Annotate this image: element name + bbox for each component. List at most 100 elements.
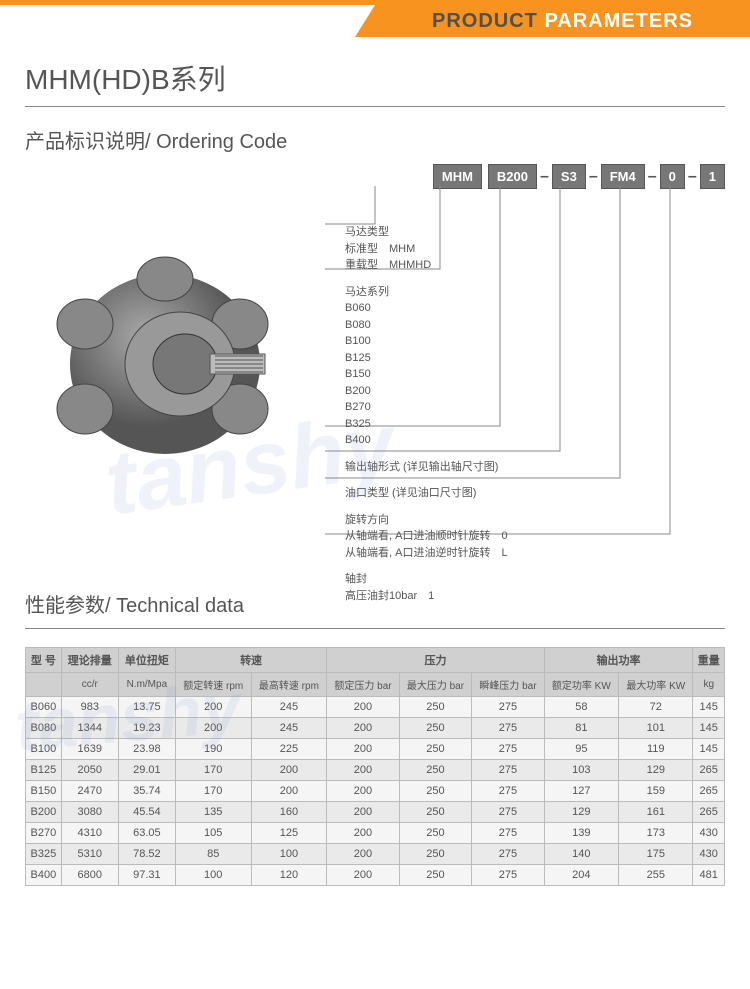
table-cell: 120 [251,865,327,886]
table-cell: B125 [26,760,62,781]
table-cell: 125 [251,823,327,844]
table-cell: 275 [472,844,544,865]
table-cell: 101 [619,718,693,739]
divider [25,628,725,629]
table-subheader: 最大压力 bar [399,673,471,697]
table-cell: 140 [544,844,618,865]
table-cell: 105 [175,823,251,844]
code-group-title: 输出轴形式 (详见输出轴尺寸图) [345,459,508,476]
code-labels: 马达类型标准型 MHM重载型 MHMHD 马达系列B060B080B100B125… [345,224,508,614]
table-cell: 200 [175,718,251,739]
table-cell: B270 [26,823,62,844]
table-cell: B060 [26,697,62,718]
table-subheader: 额定功率 KW [544,673,618,697]
table-cell: 275 [472,802,544,823]
table-cell: 2470 [61,781,118,802]
table-cell: 170 [175,781,251,802]
code-group: 油口类型 (详见油口尺寸图) [345,485,508,502]
table-cell: 100 [175,865,251,886]
table-cell: 173 [619,823,693,844]
table-cell: 250 [399,865,471,886]
table-cell: 1344 [61,718,118,739]
table-row: B080134419.2320024520025027581101145 [26,718,725,739]
table-cell: 200 [327,760,399,781]
table-row: B325531078.5285100200250275140175430 [26,844,725,865]
code-group: 旋转方向从轴端看, A口进油顺时针旋转 0从轴端看, A口进油逆时针旋转 L [345,512,508,562]
table-cell: 275 [472,865,544,886]
table-header: 重量 [693,648,725,673]
table-cell: 250 [399,823,471,844]
table-cell: 161 [619,802,693,823]
table-cell: 250 [399,781,471,802]
table-cell: 250 [399,697,471,718]
table-header: 压力 [327,648,544,673]
table-cell: 200 [327,718,399,739]
table-cell: 2050 [61,760,118,781]
table-header: 输出功率 [544,648,693,673]
table-cell: 135 [175,802,251,823]
ordering-code-title: 产品标识说明/ Ordering Code [25,125,725,154]
code-group: 马达类型标准型 MHM重载型 MHMHD [345,224,508,274]
table-cell: 159 [619,781,693,802]
table-cell: 1639 [61,739,118,760]
table-cell: 200 [175,697,251,718]
code-group-title: 马达系列 [345,284,508,301]
banner-tab: PRODUCT PARAMETERS [375,5,750,37]
code-group-line: B080 [345,317,508,334]
table-cell: B100 [26,739,62,760]
banner-text: PRODUCT PARAMETERS [432,10,693,33]
code-group-title: 旋转方向 [345,512,508,529]
table-cell: 78.52 [118,844,175,865]
table-cell: 6800 [61,865,118,886]
table-cell: 275 [472,697,544,718]
table-cell: 250 [399,718,471,739]
table-cell: 265 [693,760,725,781]
table-cell: 200 [327,823,399,844]
table-row: B100163923.9819022520025027595119145 [26,739,725,760]
table-row: B150247035.74170200200250275127159265 [26,781,725,802]
table-cell: 103 [544,760,618,781]
table-subheader: 瞬峰压力 bar [472,673,544,697]
table-cell: 81 [544,718,618,739]
table-cell: 250 [399,739,471,760]
code-group-line: 从轴端看, A口进油顺时针旋转 0 [345,528,508,545]
table-cell: 95 [544,739,618,760]
table-row: B125205029.01170200200250275103129265 [26,760,725,781]
table-cell: 225 [251,739,327,760]
code-group-line: B150 [345,366,508,383]
series-title: MHM(HD)B系列 [25,58,725,98]
table-cell: 250 [399,760,471,781]
motor-svg [25,254,305,464]
code-group: 马达系列B060B080B100B125B150B200B270B325B400 [345,284,508,449]
table-cell: B325 [26,844,62,865]
table-cell: 72 [619,697,693,718]
table-cell: 200 [327,802,399,823]
table-cell: 13.75 [118,697,175,718]
table-cell: 255 [619,865,693,886]
table-cell: 35.74 [118,781,175,802]
table-cell: B080 [26,718,62,739]
table-cell: 204 [544,865,618,886]
code-group: 输出轴形式 (详见输出轴尺寸图) [345,459,508,476]
table-subheader: N.m/Mpa [118,673,175,697]
code-group-line: B270 [345,399,508,416]
table-cell: 145 [693,739,725,760]
code-group-line: B200 [345,383,508,400]
ordering-area: tanshy [25,164,725,574]
table-row: B200308045.54135160200250275129161265 [26,802,725,823]
table-cell: 275 [472,739,544,760]
table-cell: 190 [175,739,251,760]
table-subheader [26,673,62,697]
table-cell: 100 [251,844,327,865]
banner-text-2: PARAMETERS [538,10,693,32]
product-parameters-banner: PRODUCT PARAMETERS [0,0,750,38]
code-group-title: 马达类型 [345,224,508,241]
table-cell: 265 [693,781,725,802]
table-cell: 245 [251,718,327,739]
table-subheader: 额定压力 bar [327,673,399,697]
table-cell: 160 [251,802,327,823]
code-group-line: 高压油封10bar 1 [345,588,508,605]
table-cell: 175 [619,844,693,865]
table-cell: 145 [693,697,725,718]
table-header: 理论排量 [61,648,118,673]
